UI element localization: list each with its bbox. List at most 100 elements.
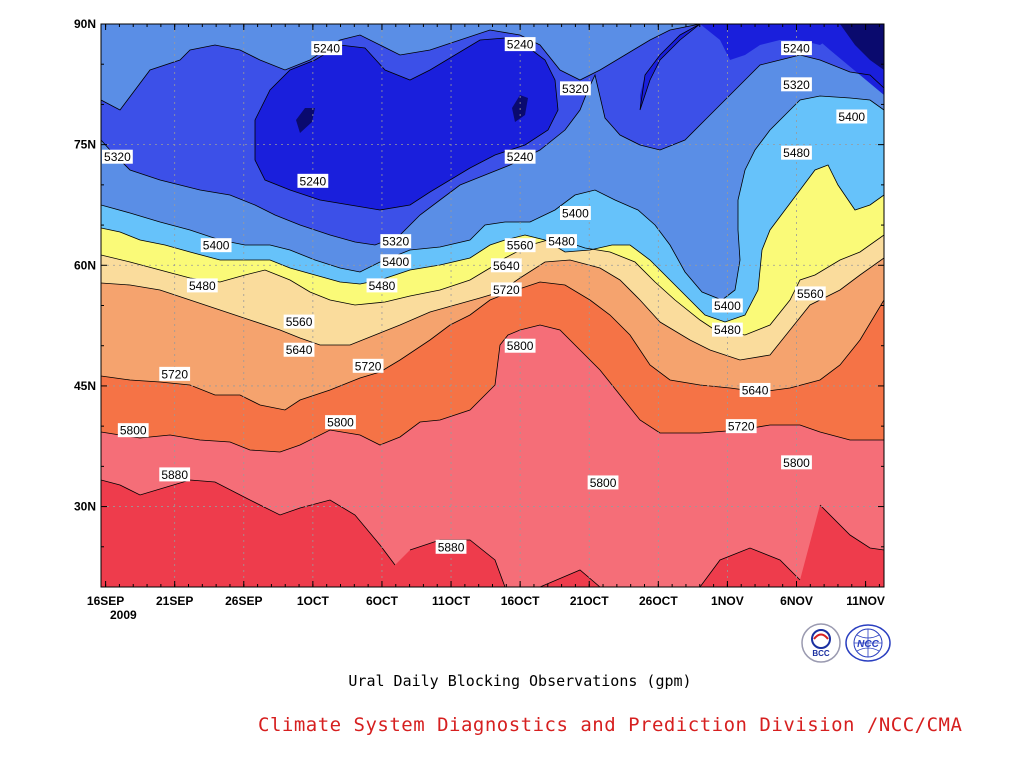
contour-label-bg [587, 475, 619, 490]
contour-label-bg [297, 173, 329, 188]
contour-label-text: 5320 [783, 78, 810, 92]
contour-label-bg [283, 314, 315, 329]
contour-label-text: 5560 [286, 315, 313, 329]
contour-label-text: 5400 [714, 299, 741, 313]
contour-label-bg [781, 145, 812, 160]
contour-label-bg [546, 234, 577, 249]
contour-label: 5560 [283, 314, 315, 329]
contour-label-bg [712, 298, 743, 313]
contour-line-5400 [101, 95, 884, 301]
contour-label-text: 5800 [783, 456, 810, 470]
contour-label-bg [490, 258, 522, 273]
bcc-logo-text: BCC [812, 649, 830, 658]
contour-label-bg [794, 286, 826, 301]
contour-label: 5880 [435, 539, 467, 554]
contour-label-bg [560, 81, 591, 96]
contour-label-bg [200, 238, 232, 253]
contour-label-text: 5240 [783, 42, 810, 56]
contour-label-bg [380, 254, 412, 269]
contour-label-text: 5560 [797, 287, 824, 301]
y-tick-label: 90N [74, 17, 96, 31]
contour-label-bg [504, 37, 536, 52]
contour-line-5800 [101, 324, 884, 453]
contour-label: 5720 [352, 358, 384, 373]
contour-label-text: 5560 [507, 239, 534, 253]
bcc-logo: BCC [801, 623, 841, 663]
x-tick-label: 26SEP [225, 594, 262, 608]
contour-label-text: 5880 [161, 468, 188, 482]
contour-label-text: 5320 [562, 82, 589, 96]
contour-label-text: 5480 [189, 279, 216, 293]
contour-line-5320-north [101, 24, 701, 111]
contour-label-text: 5240 [507, 38, 534, 52]
contour-label-text: 5640 [493, 259, 520, 273]
contour-label: 5560 [794, 286, 826, 301]
contour-label-bg [504, 149, 536, 164]
x-tick-label: 16OCT [501, 594, 540, 608]
contour-label-bg [739, 382, 771, 397]
contour-labels: 5240 5240 5240 5320 5320 5400 5320 5240 5240 5480… [102, 37, 868, 554]
x-tick-label: 11OCT [432, 594, 471, 608]
contour-label: 5400 [836, 109, 868, 124]
contour-label: 5720 [490, 282, 522, 297]
x-tick-label: 16SEP [87, 594, 124, 608]
axis-ticks [101, 23, 884, 587]
contour-label-bg [725, 419, 757, 434]
contour-label-bg [781, 77, 812, 92]
contour-label-text: 5400 [562, 207, 589, 221]
contour-label-text: 5720 [728, 420, 755, 434]
contour-label-bg [366, 278, 398, 293]
contour-label: 5640 [739, 382, 771, 397]
contour-label: 5720 [159, 366, 191, 381]
contour-lines [101, 24, 884, 587]
x-axis-year-label: 2009 [110, 608, 137, 622]
contour-label: 5240 [781, 41, 812, 56]
contour-line-5240-east [639, 24, 701, 111]
contour-label-bg [186, 278, 218, 293]
contour-line-5240 [254, 37, 559, 211]
contour-label-bg [836, 109, 868, 124]
y-tick-label: 30N [74, 500, 96, 514]
contour-label-text: 5720 [161, 367, 188, 381]
contour-label-bg [560, 206, 591, 221]
credit-line: Climate System Diagnostics and Predictio… [258, 714, 963, 736]
contour-label: 5400 [712, 298, 743, 313]
contour-label-bg [325, 415, 356, 430]
contour-label-text: 5720 [355, 359, 382, 373]
contour-label: 5640 [283, 342, 315, 357]
contour-label-text: 5480 [548, 235, 575, 249]
contour-label-bg [435, 539, 467, 554]
contour-label-text: 5480 [714, 323, 741, 337]
contour-label-text: 5240 [300, 174, 327, 188]
y-tick-label: 75N [74, 138, 96, 152]
contour-label: 5800 [504, 338, 536, 353]
y-tick-label: 60N [74, 258, 96, 272]
contour-label: 5800 [781, 455, 812, 470]
contour-label: 5560 [504, 238, 536, 253]
x-tick-label: 6OCT [366, 594, 399, 608]
ncc-logo-text: NCC [857, 639, 879, 650]
contour-label: 5480 [712, 322, 743, 337]
contour-label: 5720 [725, 419, 757, 434]
contour-label: 5240 [504, 149, 536, 164]
contour-label-bg [781, 41, 812, 56]
contour-label: 5320 [560, 81, 591, 96]
contour-label: 5880 [159, 467, 191, 482]
contour-label: 5320 [781, 77, 812, 92]
contour-label-text: 5800 [507, 339, 534, 353]
contour-label: 5800 [587, 475, 619, 490]
contour-label-bg [781, 455, 812, 470]
contour-label: 5480 [186, 278, 218, 293]
contour-label-bg [712, 322, 743, 337]
x-tick-label: 1OCT [297, 594, 330, 608]
contour-label-text: 5400 [382, 255, 409, 269]
x-tick-label: 26OCT [639, 594, 678, 608]
contour-label-text: 5320 [382, 235, 409, 249]
contour-label-bg [159, 467, 191, 482]
band-below-5240 [255, 24, 884, 210]
x-tick-label: 6NOV [780, 594, 813, 608]
contour-label-bg [380, 234, 412, 249]
contour-line-5320 [101, 54, 884, 246]
contour-label: 5640 [490, 258, 522, 273]
x-tick-label: 21OCT [570, 594, 609, 608]
